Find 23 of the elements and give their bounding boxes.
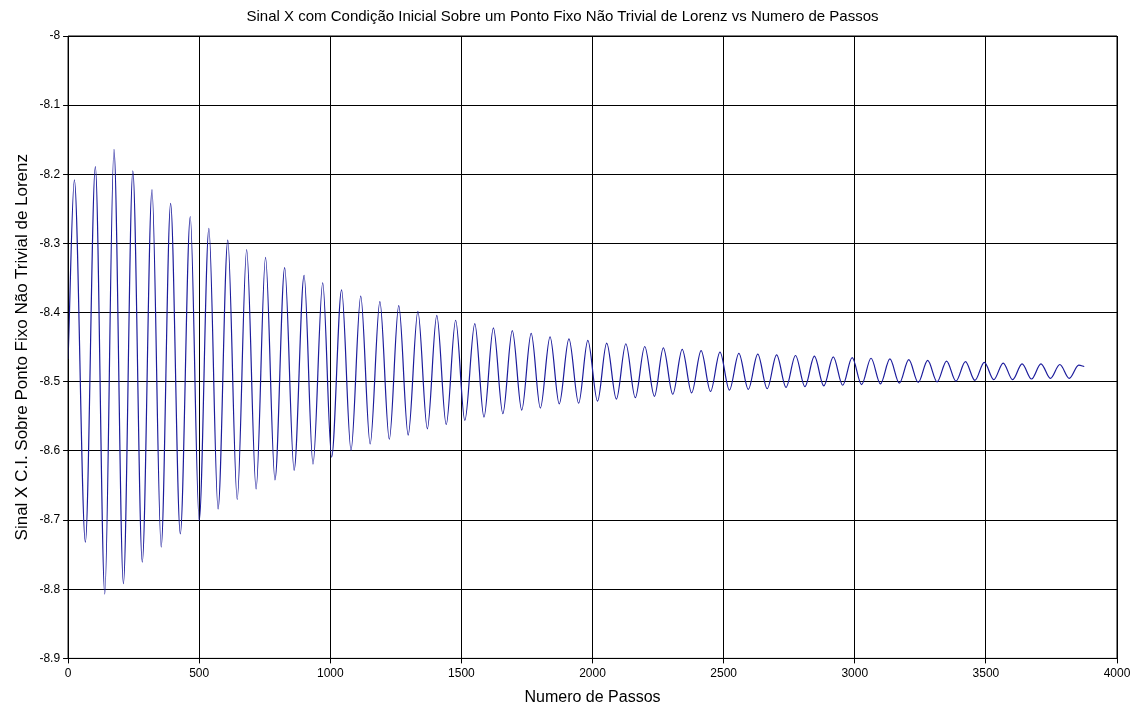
x-tick-label: 1000 [316,665,344,680]
chart-title: Sinal X com Condição Inicial Sobre um Ponto Fixo Não Trivial de Lorenz vs Numero de Passos [246,7,879,25]
y-tick-label: -8.6 [39,443,61,458]
line-series [68,148,1085,595]
x-tick-label: 3000 [841,665,869,680]
y-tick-label: -8.8 [39,581,61,596]
x-tick-label: 0 [64,665,72,680]
x-tick-label: 2500 [710,665,738,680]
x-tick-label: 2000 [579,665,607,680]
y-axis-title: Sinal X C.I. Sobre Ponto Fixo Não Trivial de Lorenz [11,153,31,541]
y-tick-label: -8.4 [39,304,61,319]
x-tick-label: 3500 [972,665,1000,680]
y-tick-label: -8.3 [39,235,61,250]
x-tick-label: 4000 [1103,665,1131,680]
y-tick-label: -8.9 [39,650,61,665]
x-tick-label: 500 [189,665,210,680]
y-tick-label: -8 [49,28,61,43]
x-axis-title: Numero de Passos [524,687,661,705]
y-tick-label: -8.1 [39,97,61,112]
y-tick-label: -8.7 [39,512,61,527]
x-tick-label: 1500 [448,665,476,680]
y-tick-label: -8.5 [39,374,61,389]
y-tick-label: -8.2 [39,166,61,181]
